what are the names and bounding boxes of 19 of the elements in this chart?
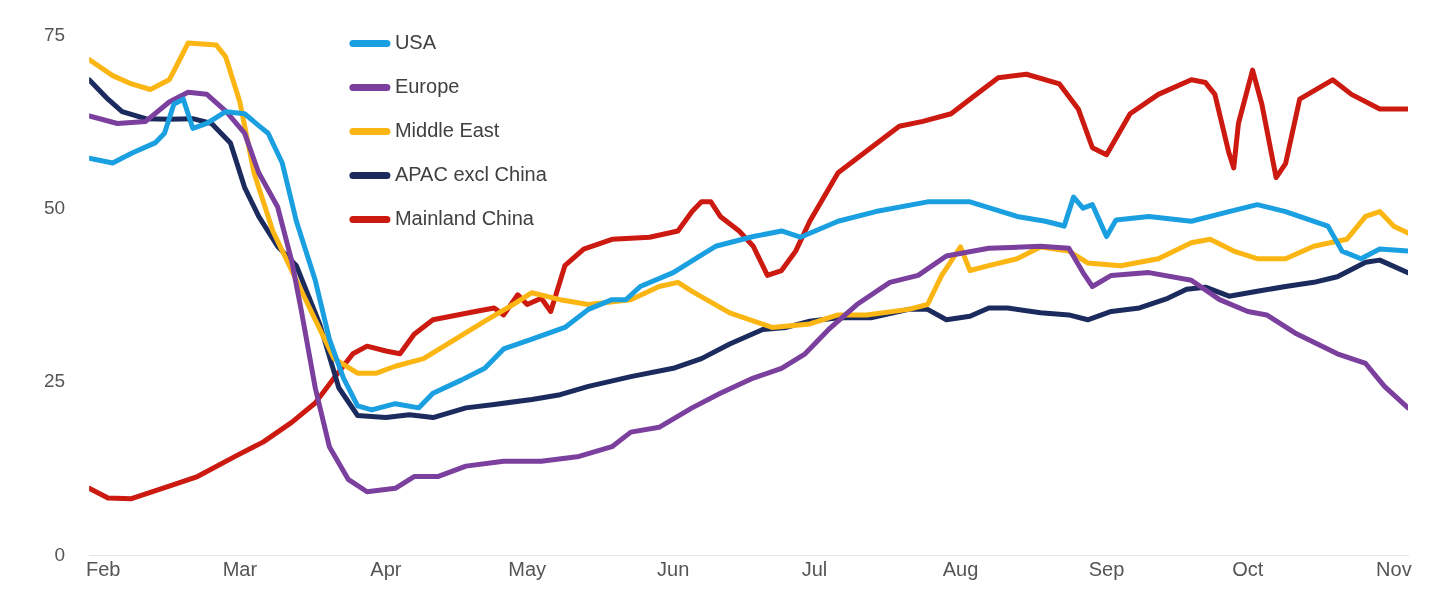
y-tick-label: 0 bbox=[54, 543, 66, 565]
legend-label: Mainland China bbox=[394, 206, 535, 229]
y-tick-label: 50 bbox=[43, 197, 66, 219]
x-tick-label: Sep bbox=[1088, 558, 1125, 581]
x-tick-label: Apr bbox=[370, 558, 402, 581]
x-tick-label: Jun bbox=[657, 558, 690, 581]
x-tick-label: Oct bbox=[1232, 558, 1264, 581]
y-tick-label: 25 bbox=[43, 370, 66, 392]
x-tick-label: Jul bbox=[801, 558, 828, 581]
x-tick-label: Nov bbox=[1376, 558, 1412, 581]
legend-label: APAC excl China bbox=[394, 162, 548, 185]
x-tick-label: Mar bbox=[222, 558, 258, 581]
x-tick-label: Aug bbox=[942, 558, 979, 581]
y-tick-label: 75 bbox=[43, 23, 66, 45]
legend-label: Europe bbox=[394, 74, 460, 97]
legend-label: USA bbox=[394, 30, 437, 53]
x-tick-label: Feb bbox=[86, 558, 121, 581]
legend-label: Middle East bbox=[394, 118, 500, 141]
x-tick-label: May bbox=[508, 558, 547, 581]
